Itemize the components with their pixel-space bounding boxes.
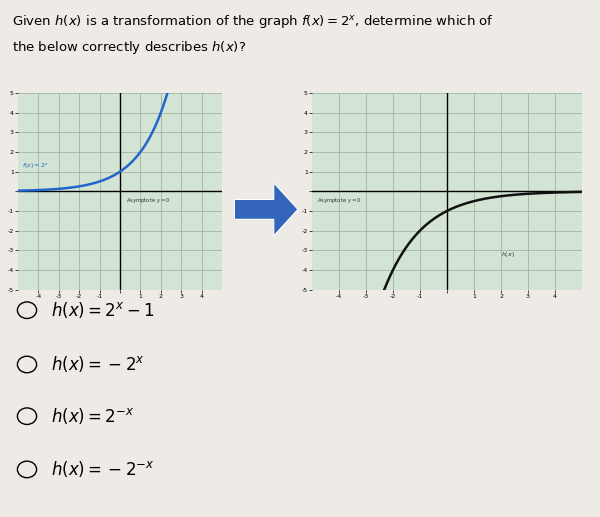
Text: $h(x) = 2^{-x}$: $h(x) = 2^{-x}$	[51, 406, 134, 426]
Text: $h(x) = -2^{-x}$: $h(x) = -2^{-x}$	[51, 460, 155, 479]
Text: Given $h(x)$ is a transformation of the graph $f(x) = 2^x$, determine which of: Given $h(x)$ is a transformation of the …	[12, 13, 494, 30]
Text: $h(x) = 2^x - 1$: $h(x) = 2^x - 1$	[51, 300, 154, 320]
Polygon shape	[235, 183, 298, 236]
Text: Asymptote $y=0$: Asymptote $y=0$	[317, 196, 362, 205]
Text: $h(x)$: $h(x)$	[501, 250, 515, 259]
Text: $h(x) = -2^x$: $h(x) = -2^x$	[51, 355, 145, 374]
Text: $f(x)=2^x$: $f(x)=2^x$	[22, 161, 49, 171]
Text: Asymptote $y=0$: Asymptote $y=0$	[126, 196, 171, 205]
Text: the below correctly describes $h(x)$?: the below correctly describes $h(x)$?	[12, 39, 246, 56]
